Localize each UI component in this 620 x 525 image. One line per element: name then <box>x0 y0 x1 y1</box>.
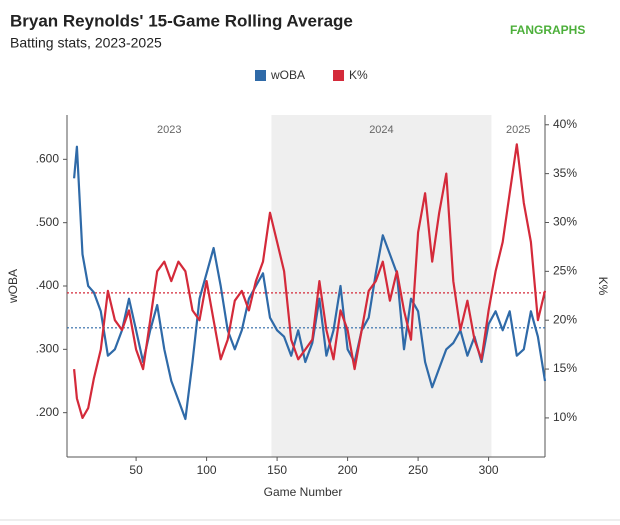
legend-label: K% <box>349 68 368 82</box>
x-tick-label: 300 <box>479 463 499 477</box>
era-label: 2025 <box>506 124 530 136</box>
y2-tick-label: 10% <box>553 410 577 424</box>
x-tick-label: 250 <box>408 463 428 477</box>
y-tick-label: .400 <box>36 278 60 292</box>
y2-tick-label: 20% <box>553 312 577 326</box>
era-label: 2023 <box>157 124 181 136</box>
y-tick-label: .500 <box>36 215 60 229</box>
x-tick-label: 200 <box>338 463 358 477</box>
y2-tick-label: 40% <box>553 117 577 131</box>
x-tick-label: 150 <box>267 463 287 477</box>
y-axis-label: wOBA <box>6 269 20 304</box>
era-label: 2024 <box>369 124 393 136</box>
legend-swatch <box>255 70 266 81</box>
y2-tick-label: 30% <box>553 215 577 229</box>
y-tick-label: .200 <box>36 405 60 419</box>
era-shade <box>271 115 492 457</box>
legend-swatch <box>333 70 345 81</box>
y-tick-label: .600 <box>36 152 60 166</box>
y2-tick-label: 15% <box>553 361 577 375</box>
chart-title: Bryan Reynolds' 15-Game Rolling Average <box>10 11 353 30</box>
chart-subtitle: Batting stats, 2023-2025 <box>10 35 162 51</box>
y2-tick-label: 25% <box>553 264 577 278</box>
y2-axis-label: K% <box>596 277 610 296</box>
legend-label: wOBA <box>270 68 305 82</box>
x-tick-label: 50 <box>129 463 143 477</box>
x-axis-label: Game Number <box>264 485 343 499</box>
x-tick-label: 100 <box>197 463 217 477</box>
y2-tick-label: 35% <box>553 166 577 180</box>
series-line <box>73 143 547 419</box>
brand-logo: FANGRAPHS <box>510 23 585 37</box>
y-tick-label: .300 <box>36 342 60 356</box>
